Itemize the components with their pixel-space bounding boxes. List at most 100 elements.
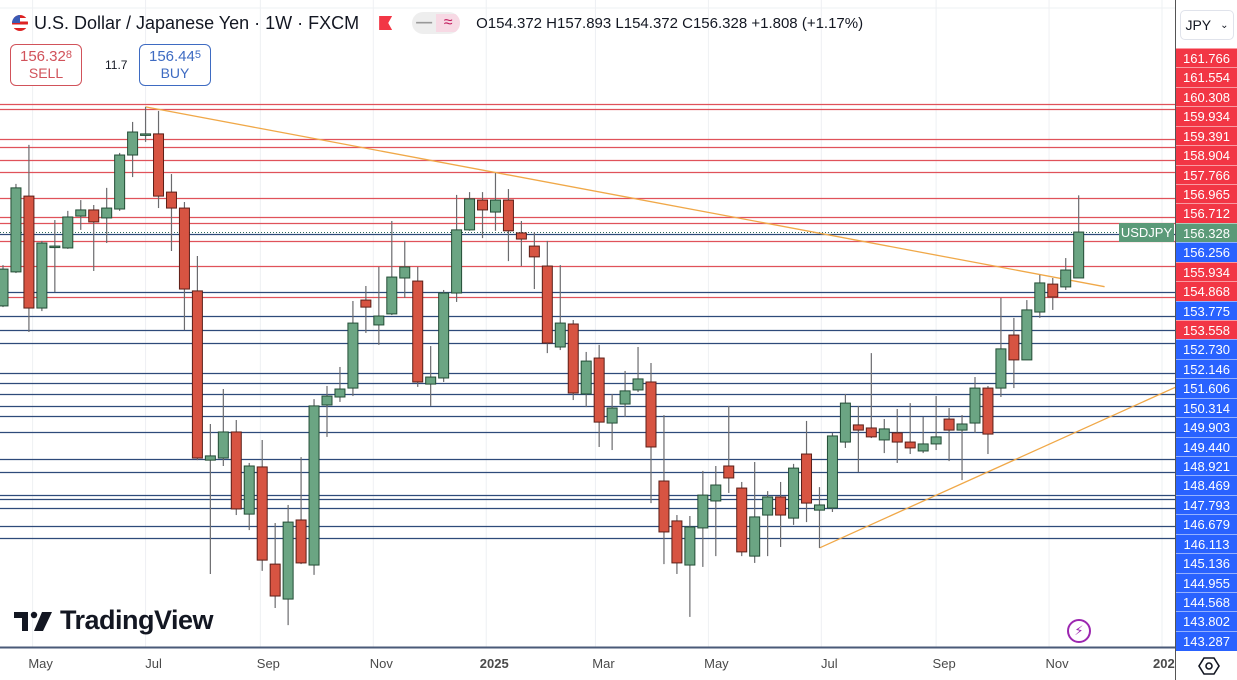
candle-down	[982, 387, 994, 435]
time-axis-label: Mar	[592, 656, 615, 671]
candle-up	[282, 521, 294, 600]
approx-icon[interactable]: ≈	[436, 14, 461, 32]
candle-down	[1008, 334, 1020, 361]
candle-up	[917, 443, 929, 452]
candle-up	[399, 266, 411, 279]
candle-up	[36, 242, 48, 309]
price-axis-label: 147.793	[1176, 494, 1237, 515]
time-axis-label: 202	[1153, 656, 1175, 671]
candle-up	[308, 405, 320, 566]
candle-down	[671, 520, 683, 564]
price-axis-label: 143.287	[1176, 630, 1237, 651]
candle-up	[826, 435, 838, 509]
candle-up	[0, 268, 9, 307]
candle-down	[852, 424, 864, 431]
candle-down	[515, 232, 527, 240]
candle-up	[75, 209, 87, 217]
buy-label: BUY	[160, 65, 190, 81]
price-axis-label: 148.469	[1176, 475, 1237, 496]
candle-up	[930, 436, 942, 445]
price-axis-label: 155.934	[1176, 261, 1237, 282]
candle-down	[88, 209, 100, 223]
candle-up	[49, 245, 61, 249]
sell-price: 156.32	[19, 48, 66, 65]
candle-down	[502, 199, 514, 232]
currency-value: JPY	[1185, 17, 1212, 33]
candle-up	[632, 378, 644, 391]
price-axis-label: 159.391	[1176, 125, 1237, 146]
candle-down	[153, 133, 165, 197]
price-axis-label: 156.256	[1176, 242, 1237, 263]
price-axis-label: 153.558	[1176, 320, 1237, 341]
price-axis-label: 149.440	[1176, 436, 1237, 457]
candle-up	[762, 496, 774, 516]
price-axis-label: 154.868	[1176, 281, 1237, 302]
minus-icon[interactable]: —	[416, 14, 433, 31]
candle-up	[878, 428, 890, 441]
symbol-title[interactable]: U.S. Dollar / Japanese Yen · 1W · FXCM	[34, 12, 360, 33]
candle-down	[256, 466, 268, 561]
candle-down	[801, 453, 813, 504]
buy-price: 156.44	[148, 48, 195, 65]
lightning-icon[interactable]: ⚡	[1067, 619, 1091, 643]
candle-up	[580, 360, 592, 395]
price-axis-label: 150.314	[1176, 397, 1237, 418]
candle-down	[904, 441, 916, 449]
candle-down	[412, 280, 424, 383]
tradingview-logo-icon	[14, 611, 52, 631]
candle-up	[451, 229, 463, 294]
price-axis-label: 143.802	[1176, 611, 1237, 632]
candle-up	[969, 387, 981, 424]
candle-up	[619, 390, 631, 405]
price-axis-label: 151.606	[1176, 378, 1237, 399]
candle-up	[956, 423, 968, 431]
price-axis-label: 145.136	[1176, 553, 1237, 574]
price-axis-label: 152.730	[1176, 339, 1237, 360]
price-axis-label: 149.903	[1176, 417, 1237, 438]
candle-up	[788, 467, 800, 519]
candle-up	[489, 199, 501, 213]
price-axis-label: 144.568	[1176, 592, 1237, 613]
sell-button[interactable]: 156.328 SELL	[10, 44, 82, 86]
candle-down	[541, 265, 553, 344]
price-axis-label: 148.921	[1176, 456, 1237, 477]
candle-up	[127, 131, 139, 156]
candle-down	[295, 519, 307, 564]
candle-down	[269, 563, 281, 597]
candle-up	[101, 207, 113, 219]
price-axis-label: 146.113	[1176, 533, 1237, 554]
candle-up	[606, 407, 618, 424]
sell-label: SELL	[28, 65, 64, 81]
trendline	[145, 106, 1105, 288]
price-axis-label: 156.712	[1176, 203, 1237, 224]
candle-down	[775, 496, 787, 516]
ohlc-readout: O154.372 H157.893 L154.372 C156.328 +1.8…	[476, 14, 864, 32]
candle-down	[891, 432, 903, 443]
time-axis-label: Jul	[145, 656, 162, 671]
time-axis-label: Sep	[932, 656, 956, 671]
candle-up	[243, 465, 255, 515]
candle-down	[1047, 283, 1059, 298]
candle-up	[697, 494, 709, 529]
candle-down	[645, 381, 657, 448]
candle-down	[943, 418, 955, 431]
symbol-price-tag: USDJPY	[1119, 223, 1174, 242]
candle-up	[334, 388, 346, 398]
price-axis-label: 152.146	[1176, 358, 1237, 379]
chevron-down-icon: ⌄	[1220, 19, 1229, 31]
time-axis-label: May	[28, 656, 53, 671]
watermark-text: TradingView	[60, 605, 214, 635]
candle-up	[749, 516, 761, 557]
candle-down	[736, 487, 748, 553]
time-axis-label: May	[704, 656, 729, 671]
candle-up	[10, 187, 22, 273]
indicator-toggle[interactable]: — ≈	[412, 12, 461, 34]
candle-down	[360, 299, 372, 308]
time-axis-label: 2025	[479, 656, 509, 671]
flag-icon[interactable]	[379, 16, 393, 30]
currency-select[interactable]: JPY ⌄	[1180, 10, 1234, 40]
settings-icon[interactable]	[1198, 655, 1220, 677]
price-chart[interactable]	[0, 0, 1175, 680]
candle-up	[684, 526, 696, 566]
buy-button[interactable]: 156.445 BUY	[139, 44, 211, 86]
